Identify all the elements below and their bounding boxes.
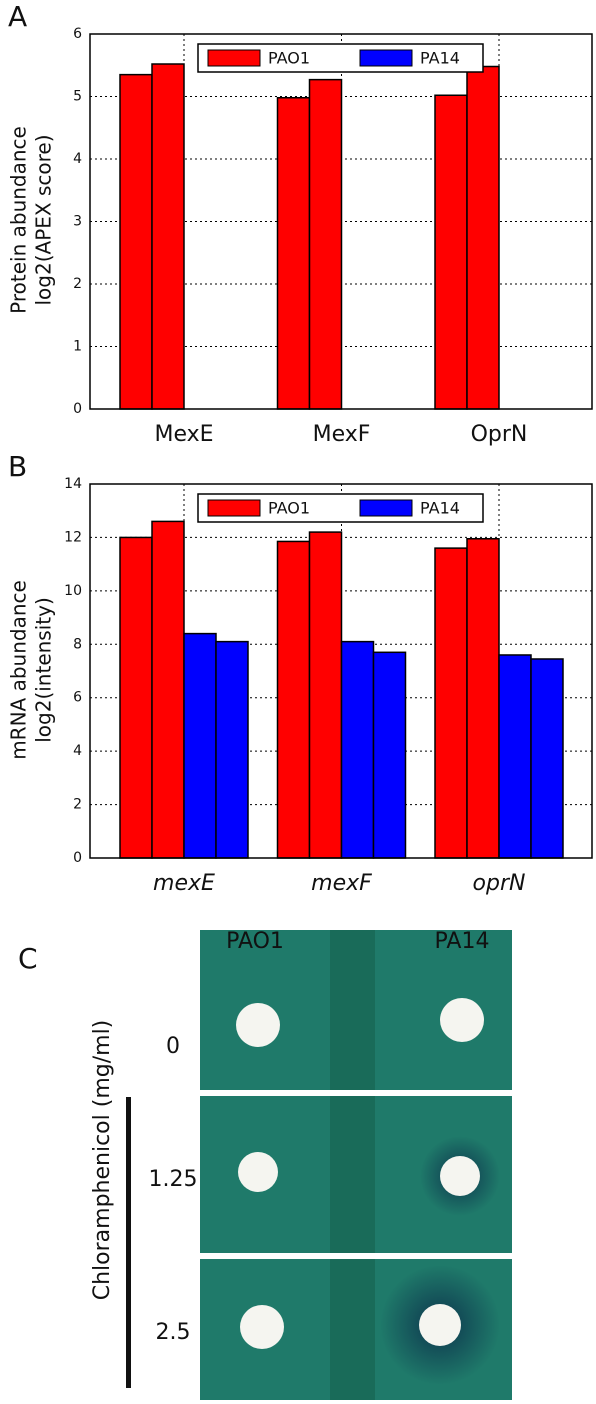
legend-label: PA14 bbox=[420, 499, 460, 518]
photo bbox=[126, 930, 512, 1400]
y-tick-label: 6 bbox=[73, 26, 82, 42]
bar bbox=[434, 547, 468, 859]
y-tick-label: 12 bbox=[64, 529, 82, 545]
row-label: 2.5 bbox=[156, 1320, 191, 1345]
panel-label: A bbox=[8, 0, 27, 33]
row-label: 0 bbox=[166, 1034, 180, 1059]
bar bbox=[119, 536, 153, 859]
bar bbox=[434, 94, 468, 410]
panel-label: C bbox=[18, 942, 38, 975]
y-tick-label: 14 bbox=[64, 476, 82, 492]
row-axis-label: Chloramphenicol (mg/ml) bbox=[90, 1020, 115, 1301]
x-tick-label: mexE bbox=[153, 871, 215, 896]
bar bbox=[119, 73, 153, 410]
y-axis-label: Protein abundance bbox=[7, 126, 31, 314]
legend-swatch bbox=[207, 49, 261, 67]
legend-label: PA14 bbox=[420, 49, 460, 68]
bar bbox=[151, 63, 185, 410]
row-label: 1.25 bbox=[149, 1167, 198, 1192]
y-tick-label: 1 bbox=[73, 339, 82, 355]
x-tick-label: MexE bbox=[154, 422, 213, 447]
column-label: PA14 bbox=[435, 929, 490, 954]
bar bbox=[308, 78, 343, 410]
bar bbox=[215, 640, 249, 859]
bar bbox=[308, 531, 343, 859]
plot-frame bbox=[89, 33, 593, 410]
y-tick-label: 5 bbox=[73, 89, 82, 105]
y-axis-label: log2(intensity) bbox=[32, 597, 56, 743]
y-tick-label: 10 bbox=[64, 583, 82, 599]
y-axis-label: mRNA abundance bbox=[7, 580, 31, 760]
x-tick-label: mexF bbox=[311, 871, 372, 896]
bar bbox=[466, 65, 500, 410]
y-tick-label: 4 bbox=[73, 743, 82, 759]
plot-frame bbox=[89, 483, 593, 859]
y-tick-label: 6 bbox=[73, 690, 82, 706]
bar bbox=[530, 658, 564, 859]
y-tick-label: 4 bbox=[73, 151, 82, 167]
y-tick-label: 0 bbox=[73, 401, 82, 417]
bar bbox=[372, 651, 407, 859]
bar bbox=[276, 540, 311, 859]
bar bbox=[340, 640, 375, 859]
bar bbox=[498, 654, 532, 859]
x-tick-label: MexF bbox=[313, 422, 371, 447]
y-tick-label: 2 bbox=[73, 797, 82, 813]
bar bbox=[151, 520, 185, 859]
column-label: PAO1 bbox=[226, 929, 284, 954]
y-tick-label: 0 bbox=[73, 850, 82, 866]
legend-label: PAO1 bbox=[268, 49, 310, 68]
bar bbox=[183, 632, 217, 859]
legend-label: PAO1 bbox=[268, 499, 310, 518]
panel-label: B bbox=[8, 450, 27, 483]
legend-swatch bbox=[359, 499, 413, 517]
bar bbox=[466, 538, 500, 859]
x-tick-label: OprN bbox=[471, 422, 528, 447]
y-tick-label: 8 bbox=[73, 636, 82, 652]
x-tick-label: oprN bbox=[473, 871, 526, 896]
y-tick-label: 3 bbox=[73, 214, 82, 230]
legend-swatch bbox=[359, 49, 413, 67]
y-tick-label: 2 bbox=[73, 276, 82, 292]
y-axis-label: log2(APEX score) bbox=[32, 135, 56, 306]
bar bbox=[276, 97, 311, 410]
legend-swatch bbox=[207, 499, 261, 517]
